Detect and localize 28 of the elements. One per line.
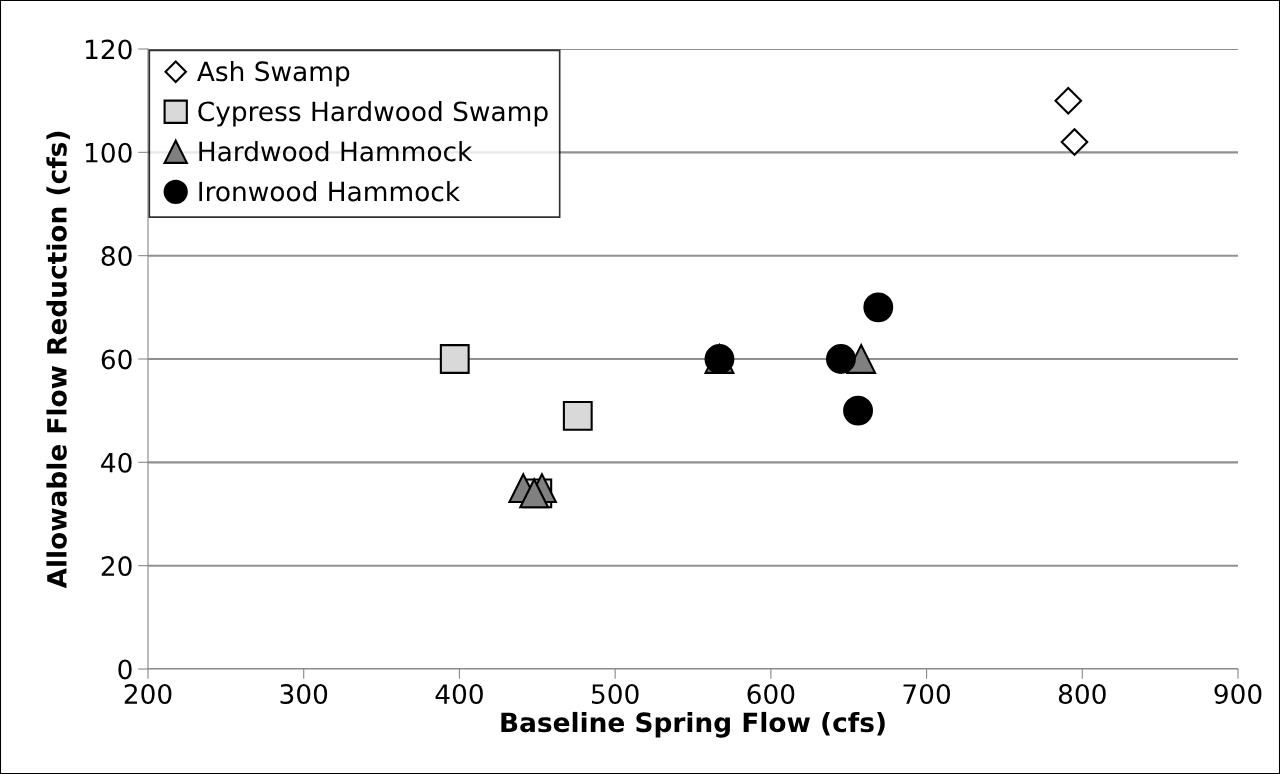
legend-label: Ironwood Hammock — [199, 181, 461, 202]
point — [1060, 128, 1089, 156]
x-tick-label: 900 — [1214, 684, 1262, 705]
point — [843, 395, 873, 426]
legend-label: Ash Swamp — [197, 60, 350, 87]
point — [1054, 86, 1083, 115]
point — [439, 344, 470, 374]
y-tick-label: 0 — [118, 659, 132, 680]
y-tick-label: 20 — [101, 556, 132, 577]
x-tick-label: 300 — [280, 684, 328, 705]
y-tick-label: 60 — [101, 349, 132, 370]
x-tick-label: 200 — [124, 684, 172, 705]
x-tick-label: 800 — [1058, 684, 1106, 705]
legend-label: Hardwood Hammock — [199, 140, 473, 162]
x-tick-label: 700 — [903, 684, 950, 705]
point — [562, 400, 593, 431]
x-axis-title: Baseline Spring Flow (cfs) — [501, 711, 885, 738]
x-tick-label: 500 — [591, 684, 639, 705]
legend-label: Cypress Hardwood Swamp — [198, 100, 548, 127]
y-tick-label: 120 — [85, 39, 132, 60]
x-tick-label: 400 — [435, 684, 483, 705]
point — [826, 344, 856, 374]
point — [863, 292, 894, 323]
y-tick-label: 80 — [101, 246, 132, 267]
x-tick-label: 600 — [747, 684, 795, 705]
y-tick-label: 40 — [101, 452, 132, 473]
y-tick-label: 100 — [85, 142, 132, 163]
y-axis-title: Allowable Flow Reduction (cfs) — [46, 131, 70, 589]
